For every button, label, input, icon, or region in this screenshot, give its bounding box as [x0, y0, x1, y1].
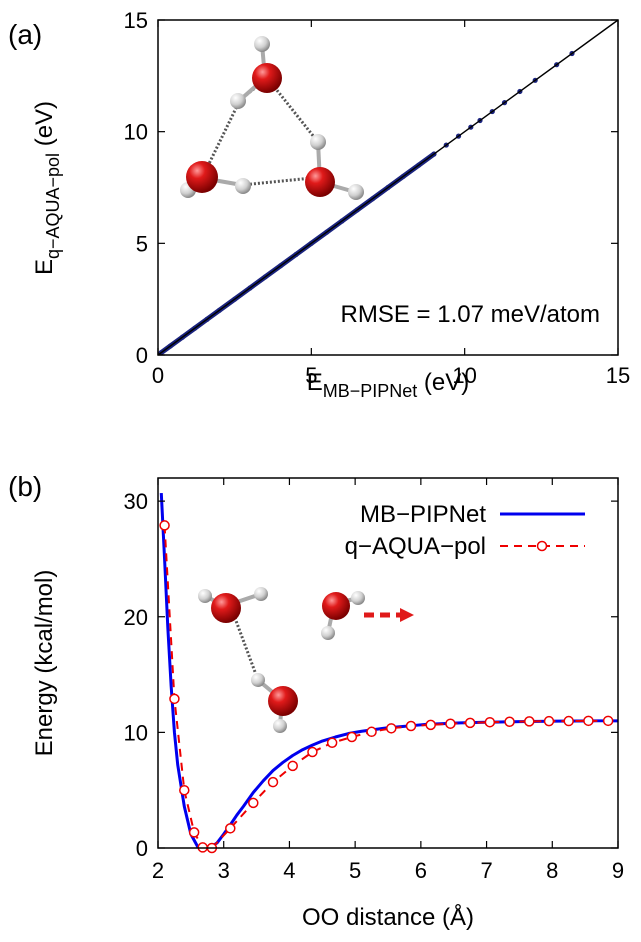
panel-b-y-tick-label: 30 [124, 489, 148, 514]
panel-b-x-tick-label: 4 [283, 858, 295, 883]
panel-b-x-tick-label: 6 [415, 858, 427, 883]
water-dimer-illustration [198, 587, 414, 733]
panel-b-x-axis-label: OO distance (Å) [302, 903, 474, 931]
panel-b-y-ticks: 0 10 20 30 [124, 489, 618, 861]
panel-a-y-label-main: E [31, 259, 58, 275]
panel-a-x-tick-label: 0 [152, 363, 164, 388]
data-point-q-aqua-pol [504, 716, 515, 727]
data-point-q-aqua-pol [169, 693, 180, 705]
panel-a-x-axis-label: EMB−PIPNet (eV) [307, 369, 470, 401]
panel-a-y-ticks: 0 5 10 15 [124, 8, 618, 368]
data-point-q-aqua-pol [583, 715, 594, 727]
panel-a-y-label-unit: (eV) [31, 101, 58, 153]
panel-a-y-tick-label: 5 [136, 231, 148, 256]
legend-marker-q-aqua-pol [536, 540, 548, 552]
panel-b-y-tick-label: 20 [124, 605, 148, 630]
legend-label-mb-pipnet: MB−PIPNet [360, 501, 486, 528]
panel-b-x-ticks: 2 3 4 5 6 7 8 9 [152, 478, 624, 883]
panel-a-y-tick-label: 10 [124, 120, 148, 145]
data-point-q-aqua-pol [543, 715, 555, 727]
data-point-q-aqua-pol [326, 737, 338, 749]
data-point-q-aqua-pol [346, 731, 358, 743]
panel-a-y-axis-label: Eq−AQUA−pol (eV) [31, 101, 63, 275]
panel-a-y-tick-label: 0 [136, 343, 148, 368]
data-point-q-aqua-pol [159, 520, 170, 531]
panel-a-x-label-sub: MB−PIPNet [323, 381, 418, 401]
data-point-q-aqua-pol [248, 797, 259, 809]
panel-a-diagonal-line [157, 19, 619, 356]
water-trimer-illustration [180, 36, 364, 200]
panel-b-plot-frame [157, 477, 619, 849]
panel-a-plot-frame [157, 19, 619, 356]
panel-a-x-label-unit: (eV) [417, 369, 469, 396]
panel-b-x-tick-label: 8 [546, 858, 558, 883]
data-point-q-aqua-pol [464, 717, 476, 729]
data-point-q-aqua-pol [287, 760, 298, 772]
panel-b-x-tick-label: 2 [152, 858, 164, 883]
data-point-q-aqua-pol [386, 723, 397, 734]
data-point-q-aqua-pol [179, 784, 190, 796]
panel-a-label: (a) [8, 19, 42, 50]
panel-b-x-tick-label: 9 [612, 858, 624, 883]
panel-a-x-tick-label: 10 [452, 363, 476, 388]
series-line-q-aqua-pol [163, 525, 609, 850]
panel-b-x-tick-label: 7 [480, 858, 492, 883]
data-point-q-aqua-pol [307, 746, 318, 758]
panel-a-y-label-sub: q−AQUA−pol [43, 153, 63, 259]
panel-a-x-label-main: E [307, 369, 323, 396]
panel-a-x-ticks: 0 5 10 15 [152, 20, 630, 388]
data-point-q-aqua-pol [425, 719, 436, 731]
panel-a-y-tick-label: 15 [124, 8, 148, 33]
panel-a-rmse-annotation: RMSE = 1.07 meV/atom [341, 301, 600, 328]
panel-b-x-tick-label: 5 [349, 858, 361, 883]
panel-b-y-tick-label: 10 [124, 720, 148, 745]
panel-b-label: (b) [8, 471, 42, 502]
data-point-q-aqua-pol [524, 716, 535, 727]
panel-b-y-axis-label: Energy (kcal/mol) [31, 570, 58, 757]
data-point-q-aqua-pol [484, 716, 496, 728]
data-point-q-aqua-pol [445, 718, 456, 729]
panel-b-y-tick-label: 0 [136, 836, 148, 861]
data-point-q-aqua-pol [563, 715, 574, 727]
data-point-q-aqua-pol [405, 720, 417, 732]
panel-b-x-tick-label: 3 [218, 858, 230, 883]
panel-a-x-tick-label: 15 [606, 363, 630, 388]
panel-a-x-tick-label: 5 [305, 363, 317, 388]
data-point-q-aqua-pol [267, 776, 279, 788]
data-point-q-aqua-pol [225, 823, 236, 834]
legend-label-q-aqua-pol: q−AQUA−pol [345, 533, 486, 560]
data-point-q-aqua-pol [188, 827, 200, 838]
panel-b-legend: MB−PIPNet q−AQUA−pol [345, 501, 585, 560]
data-point-q-aqua-pol [366, 726, 377, 738]
data-point-q-aqua-pol [602, 715, 614, 727]
